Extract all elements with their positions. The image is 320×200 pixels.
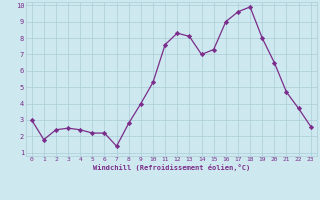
X-axis label: Windchill (Refroidissement éolien,°C): Windchill (Refroidissement éolien,°C)	[92, 164, 250, 171]
